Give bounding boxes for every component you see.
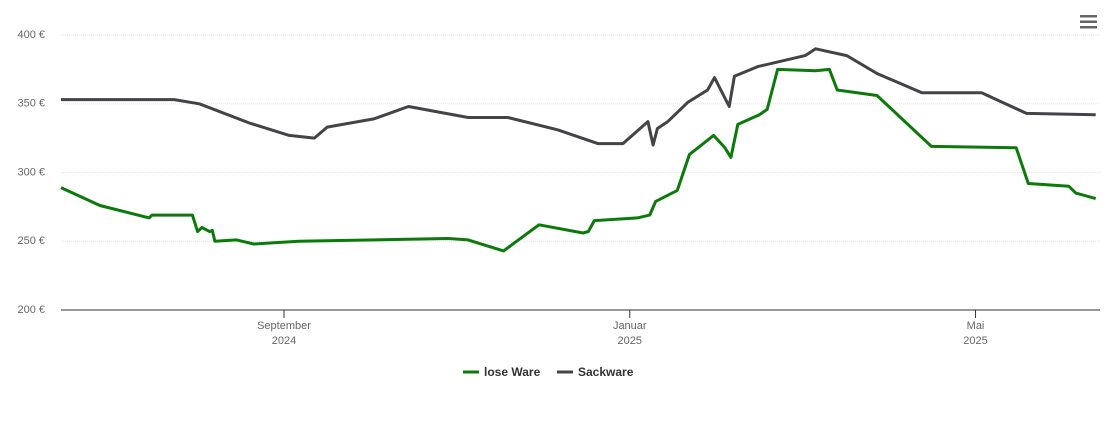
legend-label: Sackware [578,365,634,379]
x-tick-label: Mai [967,320,985,332]
legend: lose Ware Sackware [463,365,634,379]
menu-button[interactable] [1080,15,1097,29]
x-tick-year: 2025 [618,335,642,347]
y-tick-label: 350 € [17,98,45,110]
x-tick-label: Januar [613,320,647,332]
legend-label: lose Ware [484,365,541,379]
x-tick-year: 2025 [963,335,987,347]
menu-bar [1080,26,1097,29]
x-tick-label: September [257,320,311,332]
y-tick-label: 250 € [17,235,45,247]
x-tick-year: 2024 [272,335,296,347]
menu-bar [1080,20,1097,23]
y-tick-label: 300 € [17,166,45,178]
y-tick-label: 200 € [17,304,45,316]
menu-bar [1080,15,1097,18]
line [60,67,1097,253]
line [61,47,1096,147]
y-tick-label: 400 € [17,29,45,41]
